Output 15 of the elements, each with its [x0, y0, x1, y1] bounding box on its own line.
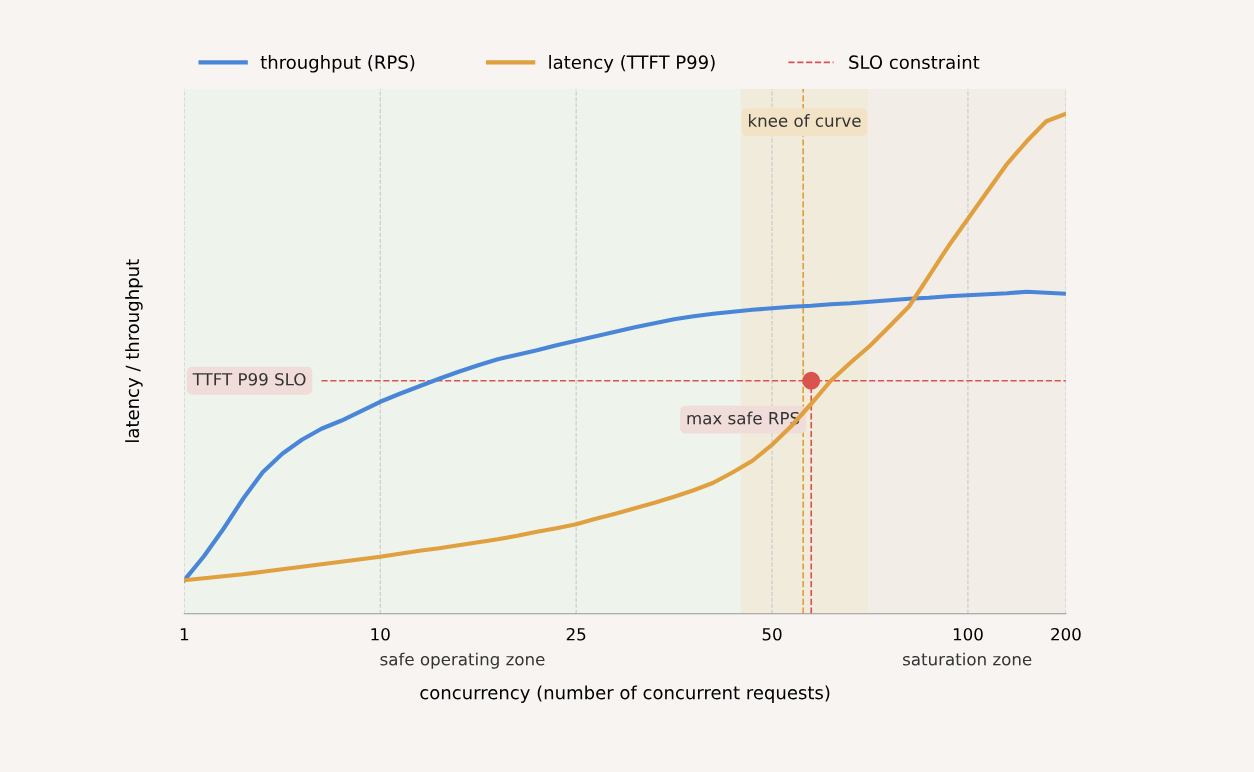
- legend-label: throughput (RPS): [260, 55, 415, 73]
- annotation: TTFT P99 SLO: [192, 372, 306, 386]
- x-tick-label: 100: [953, 627, 983, 641]
- legend-label: latency (TTFT P99): [549, 55, 715, 73]
- x-axis-title: concurrency (number of concurrent requests): [420, 685, 830, 703]
- x-tick-label: 200: [1051, 627, 1081, 641]
- x-tick-label: 50: [762, 627, 782, 641]
- text: safe operating zone: [380, 652, 545, 669]
- x-tick-label: 25: [566, 627, 586, 641]
- annotation: knee of curve: [748, 114, 861, 127]
- x-tick-label: 1: [180, 628, 189, 641]
- y-axis-title: latency / throughput: [125, 259, 143, 442]
- x-tick-label: 10: [371, 627, 390, 641]
- text: saturation zone: [903, 652, 1032, 666]
- legend-label: SLO constraint: [849, 55, 980, 70]
